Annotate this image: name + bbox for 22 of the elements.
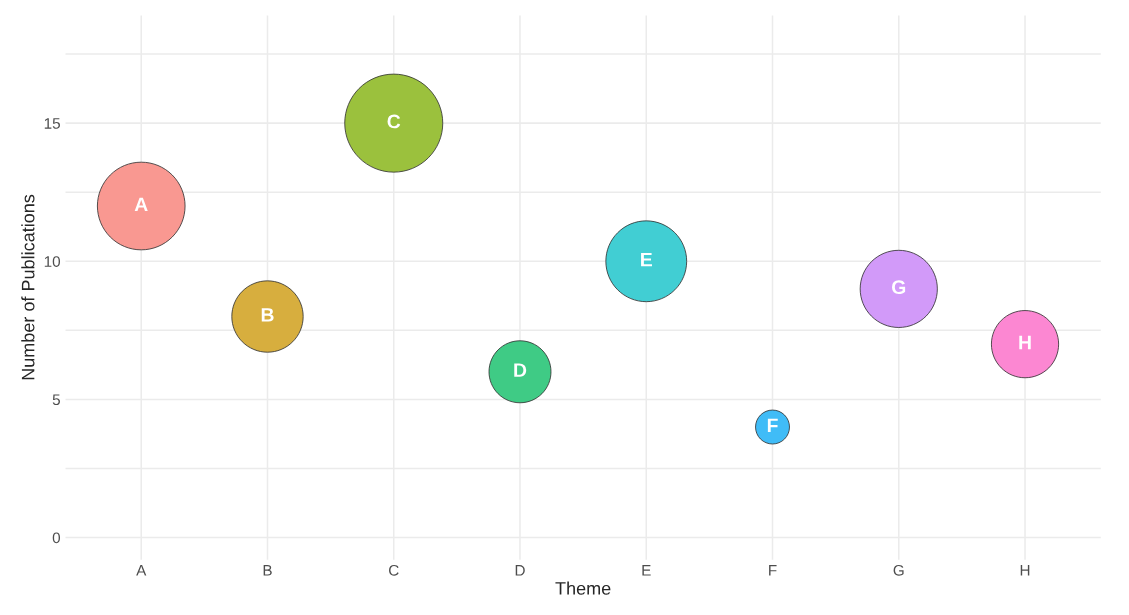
x-tick-label: B: [263, 565, 272, 576]
y-tick-label: 15: [44, 118, 60, 129]
annotation: C: [387, 114, 401, 129]
y-tick-label: 5: [52, 394, 60, 406]
annotation: B: [261, 308, 274, 322]
annotation: E: [641, 252, 652, 267]
x-tick-label: F: [769, 565, 777, 576]
x-tick-label: D: [515, 565, 525, 576]
annotation: G: [892, 280, 906, 295]
x-tick-label: G: [893, 564, 904, 576]
x-tick-label: H: [1020, 565, 1030, 576]
x-tick-label: A: [136, 565, 147, 576]
y-axis-title: Number of Publications: [21, 194, 35, 380]
y-tick-label: 0: [52, 532, 61, 544]
x-tick-label: E: [642, 565, 651, 576]
annotation: A: [134, 197, 148, 212]
y-tick-label: 10: [44, 256, 61, 267]
x-axis-title: Theme: [555, 581, 611, 595]
annotation: D: [514, 363, 527, 377]
x-tick-label: C: [389, 564, 399, 576]
annotation: H: [1019, 335, 1031, 350]
annotation: F: [767, 418, 778, 433]
